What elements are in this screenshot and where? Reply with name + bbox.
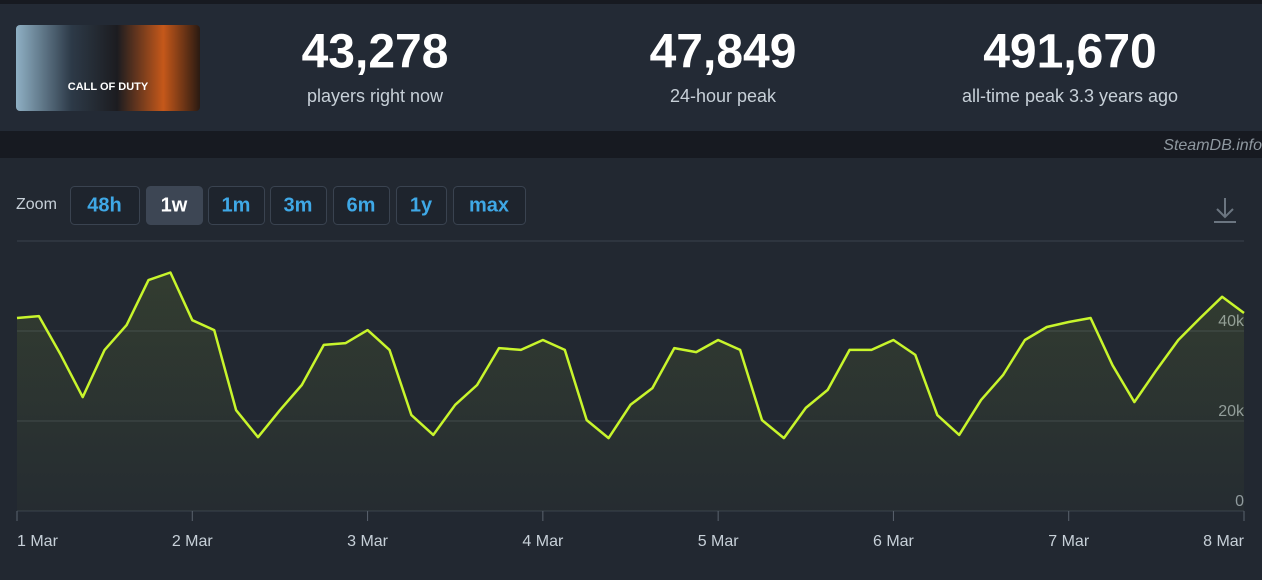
zoom-button[interactable]: 6m	[333, 186, 390, 225]
x-tick-label: 8 Mar	[1203, 533, 1245, 550]
button-bg[interactable]	[146, 186, 203, 225]
zoom-label: Zoom	[16, 196, 57, 213]
button-bg[interactable]	[70, 186, 140, 225]
zoom-button[interactable]: 1m	[208, 186, 265, 225]
line	[16, 271, 1245, 440]
thumbnail-text: CALL OF DUTY	[68, 81, 149, 93]
x-tick-label: 1 Mar	[17, 533, 59, 550]
button-bg[interactable]	[396, 186, 447, 225]
button-label[interactable]: max	[469, 194, 509, 216]
stat-value: 491,670	[983, 26, 1157, 79]
x-tick-label: 4 Mar	[522, 533, 564, 550]
stat-value: 47,849	[650, 26, 797, 79]
stat-value: 43,278	[302, 26, 449, 79]
x-tick-label: 7 Mar	[1048, 533, 1090, 550]
button-label[interactable]: 1w	[161, 194, 188, 216]
button-label[interactable]: 1y	[410, 194, 433, 216]
button-label[interactable]: 48h	[87, 194, 121, 216]
button-bg[interactable]	[270, 186, 327, 225]
game-thumbnail	[16, 25, 200, 111]
zoom-button[interactable]: 48h	[70, 186, 140, 225]
download-icon[interactable]	[1214, 198, 1236, 223]
button-label[interactable]: 6m	[347, 194, 376, 216]
zoom-button[interactable]: 3m	[270, 186, 327, 225]
button-label[interactable]: 1m	[222, 194, 251, 216]
button-bg[interactable]	[453, 186, 526, 225]
x-tick-label: 5 Mar	[698, 533, 740, 550]
button-bg[interactable]	[333, 186, 390, 225]
zoom-button[interactable]: 1y	[396, 186, 447, 225]
stat-label: players right now	[307, 86, 444, 106]
zoom-button[interactable]: 1w	[146, 186, 203, 225]
x-tick-label: 6 Mar	[873, 533, 915, 550]
x-tick-label: 2 Mar	[172, 533, 214, 550]
button-label[interactable]: 3m	[284, 194, 313, 216]
zoom-button[interactable]: max	[453, 186, 526, 225]
stats-panel	[0, 4, 1262, 131]
x-tick-label: 3 Mar	[347, 533, 389, 550]
zoom-buttons: 48h 1w 1m 3m 6m 1y max	[70, 186, 526, 225]
area	[17, 272, 1244, 511]
button-bg[interactable]	[208, 186, 265, 225]
stat-label: all-time peak 3.3 years ago	[962, 86, 1178, 106]
stat-label: 24-hour peak	[670, 86, 777, 106]
credit: SteamDB.info	[1163, 137, 1262, 154]
